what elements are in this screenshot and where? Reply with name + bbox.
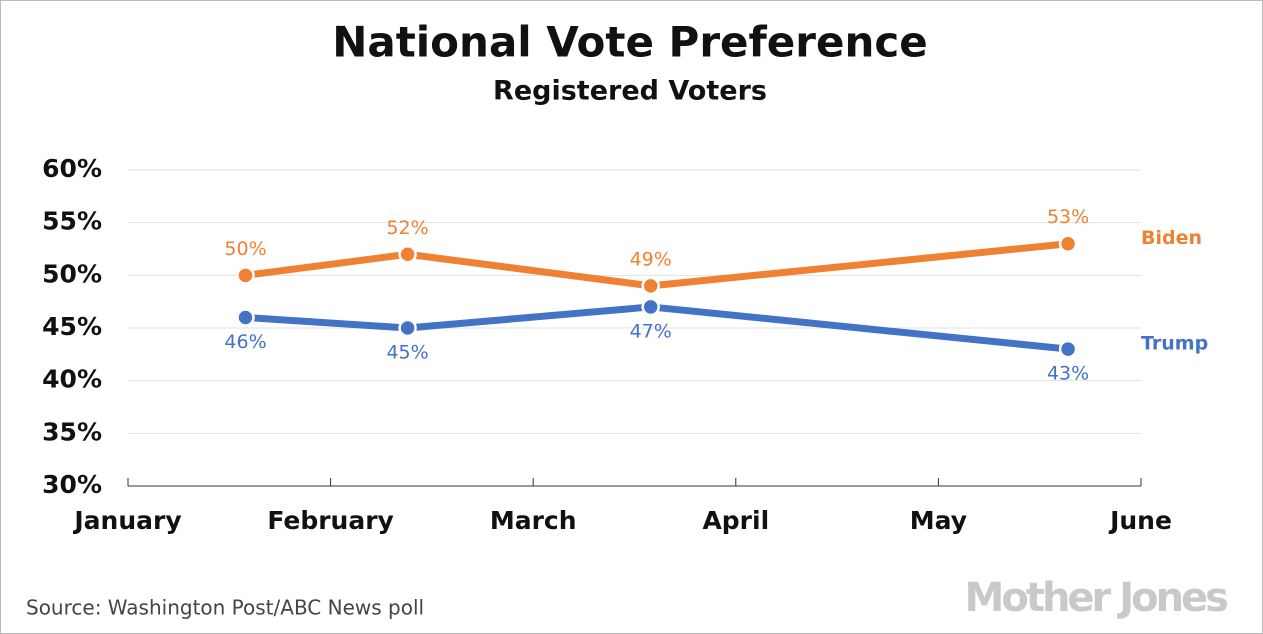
chart-title: National Vote Preference xyxy=(332,18,928,67)
source: Source: Washington Post/ABC News poll xyxy=(26,596,424,620)
y-tick-label: 35% xyxy=(42,417,102,446)
point xyxy=(398,318,417,338)
data-label: 52% xyxy=(386,217,428,239)
point xyxy=(1058,339,1078,359)
x-tick-label: May xyxy=(910,506,967,535)
x-tick-label: April xyxy=(702,506,769,535)
data-label: 53% xyxy=(1047,206,1089,228)
chart-subtitle: Registered Voters xyxy=(493,76,767,107)
data-label: 46% xyxy=(224,331,266,353)
x-tick-label: February xyxy=(267,506,394,535)
logo: Mother Jones xyxy=(965,575,1228,621)
data-label: 45% xyxy=(386,342,428,364)
point xyxy=(641,297,660,317)
x-tick-label: March xyxy=(490,506,577,535)
y-tick-label: 45% xyxy=(42,312,102,341)
x-tick-label: June xyxy=(1108,506,1172,535)
data-label: 47% xyxy=(630,320,672,342)
point xyxy=(236,266,255,285)
y-tick-label: 40% xyxy=(42,365,102,394)
legend-label: Trump xyxy=(1141,333,1208,355)
y-tick-label: 55% xyxy=(42,207,102,236)
series-line xyxy=(245,303,1069,353)
data-label: 50% xyxy=(224,238,266,260)
y-tick-label: 60% xyxy=(42,154,102,183)
point xyxy=(236,308,255,327)
y-tick-label: 30% xyxy=(42,470,102,499)
legend-label: Biden xyxy=(1141,227,1202,249)
series-line xyxy=(245,240,1069,290)
data-label: 49% xyxy=(630,248,672,270)
point xyxy=(641,276,660,296)
point xyxy=(1058,234,1078,253)
point xyxy=(398,245,417,264)
x-tick-label: January xyxy=(72,506,181,535)
data-label: 43% xyxy=(1047,363,1089,385)
y-tick-label: 50% xyxy=(42,259,102,288)
